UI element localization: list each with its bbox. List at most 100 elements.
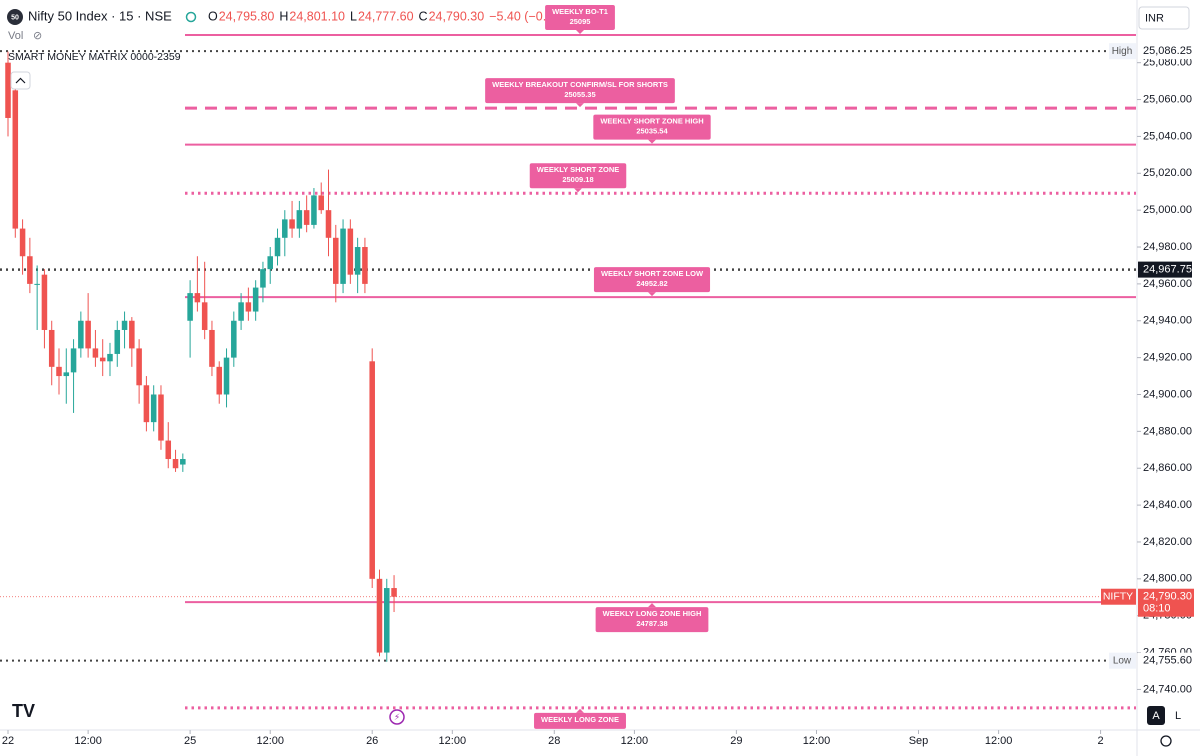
- settings-icon[interactable]: [1160, 735, 1172, 747]
- level-pointer: [576, 103, 584, 108]
- hide-icon[interactable]: ⊘: [33, 30, 42, 42]
- level-pointer: [576, 708, 584, 713]
- candle-body: [85, 320, 91, 349]
- level-value: 25095: [570, 17, 591, 26]
- last-price-box: [1138, 588, 1194, 617]
- marker-label: 24,755.60: [1143, 655, 1192, 667]
- event-icon[interactable]: [389, 709, 405, 725]
- level-pointer: [574, 188, 582, 193]
- candle-body: [289, 219, 295, 229]
- candle-body: [99, 357, 106, 362]
- auto-scale-label[interactable]: A: [1152, 710, 1160, 722]
- log-scale-label[interactable]: L: [1175, 710, 1181, 722]
- crosshair-label: 24,967.75: [1143, 264, 1192, 276]
- candle-body: [70, 348, 77, 373]
- y-tick-label: 24,880.00: [1143, 425, 1192, 437]
- candle-body: [150, 394, 157, 423]
- auto-scale-button[interactable]: [1147, 706, 1165, 725]
- candle-body: [311, 195, 317, 225]
- y-tick-label: 24,860.00: [1143, 462, 1192, 474]
- marker-label: 25,086.25: [1143, 45, 1192, 57]
- tv-logo[interactable]: TV: [12, 701, 35, 721]
- candle-body: [129, 320, 135, 349]
- indicator-label: SMART MONEY MATRIX 0000-2359: [8, 51, 181, 63]
- y-tick-label: 25,080.00: [1143, 57, 1192, 69]
- candle-body: [19, 228, 26, 257]
- y-tick-label: 24,940.00: [1143, 315, 1192, 327]
- x-tick-label: 12:00: [803, 735, 831, 747]
- x-tick-label: 25: [184, 735, 196, 747]
- candle-body: [282, 219, 288, 238]
- volume-label: Vol: [8, 30, 23, 42]
- level-name: WEEKLY LONG ZONE: [541, 715, 619, 724]
- candle-body: [56, 366, 62, 377]
- candle-body: [318, 195, 324, 211]
- collapse-icon: [15, 77, 26, 84]
- candle-body: [187, 293, 193, 321]
- level-box: [485, 78, 675, 104]
- y-tick-label: 25,020.00: [1143, 167, 1192, 179]
- currency-box[interactable]: [1138, 6, 1190, 30]
- collapse-button[interactable]: [10, 71, 31, 90]
- x-tick-label: 2: [1098, 735, 1104, 747]
- x-tick-label: Sep: [909, 735, 929, 747]
- y-tick-label: 25,040.00: [1143, 130, 1192, 142]
- candle-body: [92, 348, 99, 358]
- event-icon-glyph: ⚡: [394, 712, 400, 722]
- currency[interactable]: INR: [1145, 12, 1164, 24]
- candle-body: [376, 578, 383, 653]
- level-name: WEEKLY BO-T1: [552, 7, 608, 16]
- marker-name: Low: [1113, 655, 1132, 666]
- candle-body: [136, 348, 142, 386]
- y-tick-label: 24,960.00: [1143, 278, 1192, 290]
- marker-name: High: [1112, 46, 1133, 57]
- symbol: Nifty 50 Index · 15 · NSE: [28, 8, 172, 23]
- crosshair-label-box: [1138, 261, 1192, 278]
- candle-body: [194, 293, 201, 303]
- level-pointer: [576, 30, 584, 35]
- y-tick-label: 25,000.00: [1143, 204, 1192, 216]
- y-tick-label: 24,840.00: [1143, 499, 1192, 511]
- last-name: NIFTY: [1103, 591, 1133, 603]
- y-tick-label: 24,740.00: [1143, 683, 1192, 695]
- candle-body: [296, 210, 303, 229]
- candle-body: [260, 269, 266, 288]
- y-tick-label: 24,800.00: [1143, 573, 1192, 585]
- x-tick-label: 28: [548, 735, 560, 747]
- candle-body: [121, 320, 128, 330]
- ohlc-value: 24,801.10: [289, 9, 345, 23]
- y-tick-label: 24,920.00: [1143, 352, 1192, 364]
- candle-body: [209, 329, 215, 367]
- x-tick-label: 12:00: [985, 735, 1013, 747]
- candle-body: [245, 302, 252, 312]
- level-value: 25035.54: [636, 127, 668, 136]
- ohlc-key: O: [208, 9, 218, 23]
- level-box: [545, 5, 615, 31]
- x-tick-label: 12:00: [439, 735, 467, 747]
- y-tick-label: 24,900.00: [1143, 388, 1192, 400]
- level-box: [529, 163, 627, 189]
- level-pointer: [648, 292, 656, 297]
- candle-body: [180, 459, 186, 465]
- level-name: WEEKLY SHORT ZONE LOW: [601, 269, 704, 278]
- candle-body: [201, 302, 208, 330]
- x-tick-label: 12:00: [621, 735, 649, 747]
- symbol-logo: [7, 9, 23, 25]
- candle-body: [41, 274, 48, 330]
- candle-body: [12, 90, 19, 229]
- candle-body: [143, 385, 150, 423]
- last-price: 24,790.30: [1143, 591, 1192, 603]
- ui-overlay: 50 Nifty 50 Index · 15 · NSE Vol ⊘ SMART…: [2, 5, 1200, 747]
- candle-body: [172, 459, 179, 469]
- candle-body: [27, 256, 33, 284]
- level-value: 24952.82: [636, 279, 667, 288]
- level-name: WEEKLY SHORT ZONE HIGH: [600, 117, 703, 126]
- market-status: [185, 11, 197, 23]
- candle-body: [391, 588, 397, 597]
- candle-body: [340, 228, 346, 284]
- level-box: [595, 607, 709, 633]
- marker-name-box: [1109, 652, 1136, 669]
